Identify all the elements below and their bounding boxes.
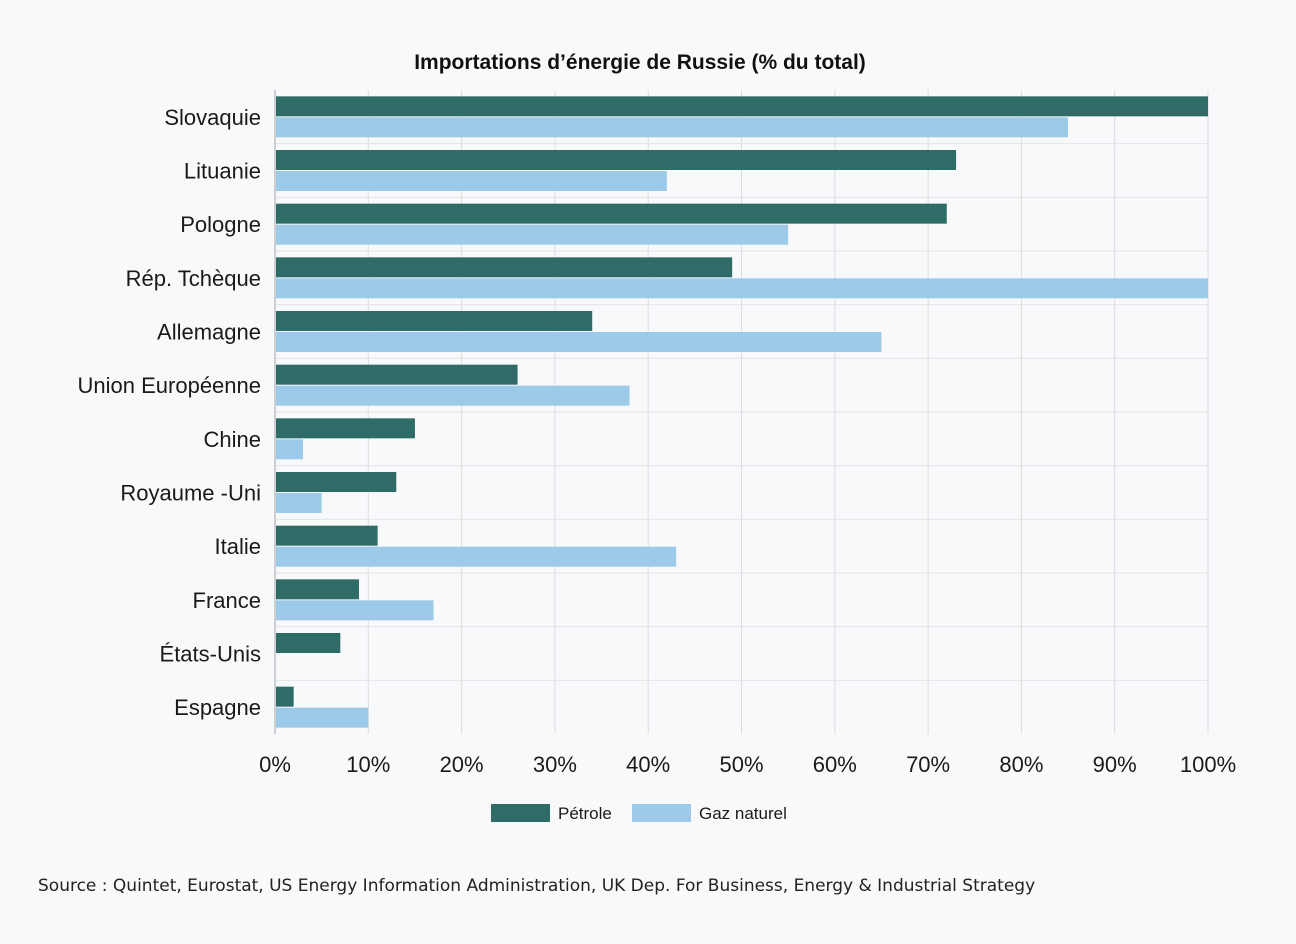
category-label: Italie [215,534,261,559]
bar-petrole [276,633,341,653]
legend-label-gaz-naturel: Gaz naturel [699,804,787,823]
category-label: Rép. Tchèque [126,266,261,291]
bar-gaz-naturel [276,332,882,352]
source-note: Source : Quintet, Eurostat, US Energy In… [38,876,1036,896]
x-tick-label: 10% [346,752,390,777]
bar-gaz-naturel [276,493,322,513]
bar-gaz-naturel [276,224,789,245]
bar-gaz-naturel [276,278,1208,299]
bar-petrole [276,311,593,331]
category-label: Lituanie [184,159,261,184]
bar-gaz-naturel [276,171,667,191]
bar-gaz-naturel [276,546,677,567]
x-tick-labels: 0% 10% 20% 30% 40% 50% 60% 70% 80% 90% 100% [259,752,1236,777]
category-label: France [193,588,261,613]
x-tick-label: 70% [906,752,950,777]
x-tick-label: 60% [813,752,857,777]
bar-gaz-naturel [276,707,369,728]
bar-petrole [276,364,518,385]
bar-gaz-naturel [276,117,1069,138]
bar-gaz-naturel [276,385,630,406]
bar-petrole [276,472,397,492]
bar-petrole [276,150,957,170]
bar-petrole [276,96,1208,117]
legend-swatch-gaz-naturel [632,804,691,822]
bar-gaz-naturel [276,600,434,621]
legend-swatch-petrole [491,804,550,822]
bar-petrole [276,418,415,439]
legend-label-petrole: Pétrole [558,804,612,823]
category-label: Pologne [180,212,261,237]
bar-gaz-naturel [276,439,303,460]
x-tick-label: 20% [440,752,484,777]
category-label: Slovaquie [164,105,261,130]
x-tick-label: 100% [1180,752,1236,777]
bar-petrole [276,579,359,600]
chart-title: Importations d’énergie de Russie (% du t… [414,51,866,74]
category-label: Espagne [174,695,261,720]
bars [276,96,1208,728]
legend: Pétrole Gaz naturel [491,804,787,823]
category-label: Chine [204,427,261,452]
grid-lines [274,90,1209,734]
x-tick-label: 40% [626,752,670,777]
category-label: Royaume -Uni [120,481,261,506]
x-tick-label: 0% [259,752,291,777]
x-tick-label: 80% [999,752,1043,777]
bar-petrole [276,525,378,546]
x-tick-label: 50% [719,752,763,777]
category-label: Allemagne [157,320,261,345]
category-label: États-Unis [160,642,261,667]
bar-petrole [276,257,733,278]
category-labels: Slovaquie Lituanie Pologne Rép. Tchèque Alle… [78,105,261,720]
x-tick-label: 90% [1093,752,1137,777]
bar-petrole [276,686,294,707]
category-label: Union Européenne [78,373,261,398]
bar-petrole [276,203,947,224]
x-tick-label: 30% [533,752,577,777]
